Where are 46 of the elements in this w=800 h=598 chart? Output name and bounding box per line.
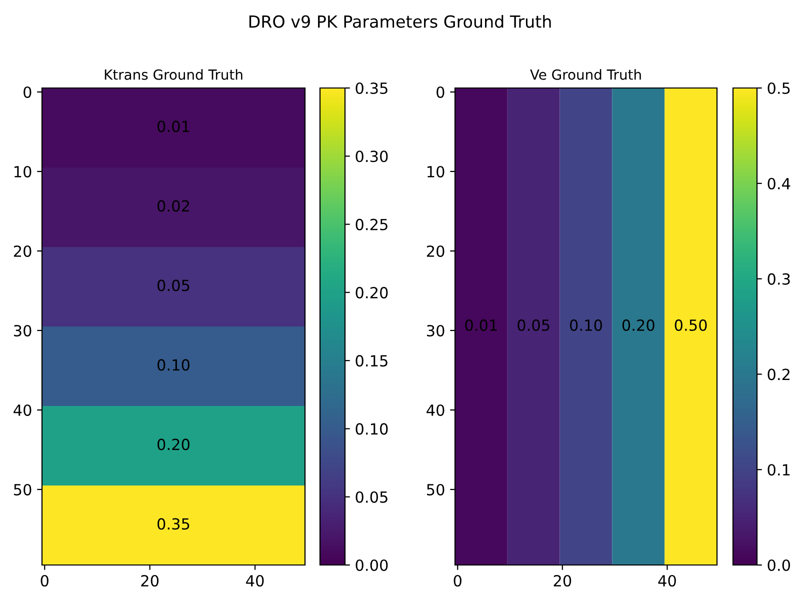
y-tick-label: 40 (426, 404, 444, 416)
data-label: 0.35 (158, 518, 190, 530)
y-tick-label: 10 (14, 166, 32, 178)
color-bar-label: 0.10 (356, 423, 388, 435)
data-label: 0.01 (465, 319, 497, 331)
chart-title: Ktrans Ground Truth (104, 69, 242, 80)
chart-title: Ve Ground Truth (530, 69, 641, 80)
color-bar-label: 0.0 (768, 559, 790, 572)
color-bar-label: 0.35 (356, 82, 388, 94)
color-bar-label: 0.4 (768, 178, 790, 190)
y-tick-label: 20 (14, 245, 32, 257)
data-label: 0.50 (674, 319, 707, 331)
data-label: 0.02 (158, 200, 189, 212)
x-tick-label: 40 (246, 574, 264, 587)
color-bar-label: 0.20 (356, 286, 388, 298)
data-label: 0.10 (570, 319, 602, 331)
color-bar-label: 0.05 (356, 491, 388, 503)
y-tick-label: 40 (14, 404, 32, 416)
y-tick-label: 20 (426, 245, 444, 257)
y-tick-label: 30 (14, 324, 32, 336)
data-label: 0.01 (158, 120, 190, 132)
y-tick-label: 0 (436, 86, 444, 98)
y-tick-label: 30 (427, 324, 444, 336)
color-bar-label: 0.1 (768, 464, 790, 476)
x-tick-label: 20 (554, 574, 572, 587)
y-tick-label: 0 (24, 86, 32, 98)
color-bar-label: 0.2 (768, 368, 790, 380)
color-bar-label: 0.25 (356, 218, 388, 230)
x-tick-label: 20 (141, 574, 159, 587)
data-label: 0.10 (158, 359, 190, 371)
color-bar-label: 0.5 (768, 82, 790, 94)
y-tick-label: 50 (14, 484, 32, 496)
color-bar-label: 0.15 (356, 355, 388, 367)
y-tick-label: 50 (427, 484, 444, 496)
color-bar-label: 0.3 (768, 273, 790, 285)
y-tick-label: 10 (428, 166, 444, 178)
x-tick-label: 0 (40, 574, 48, 587)
data-label: 0.20 (622, 319, 654, 331)
color-bar-label: 0.00 (356, 559, 388, 572)
x-tick-label: 40 (658, 574, 676, 587)
color-bar-label: 0.30 (356, 150, 388, 162)
x-tick-label: 0 (454, 574, 462, 587)
data-label: 0.05 (158, 280, 190, 292)
text: DRO v9 PK Parameters Ground Truth (249, 14, 551, 28)
data-label: 0.20 (158, 438, 190, 450)
data-label: 0.05 (518, 319, 550, 331)
